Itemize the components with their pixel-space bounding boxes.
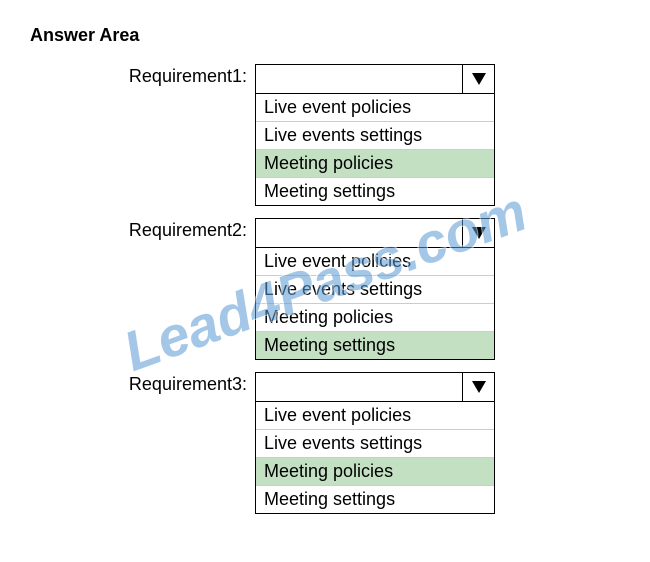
chevron-down-icon[interactable] — [462, 219, 494, 247]
chevron-down-icon[interactable] — [462, 65, 494, 93]
dropdown-header[interactable] — [255, 64, 495, 94]
requirement-block-2: Requirement2: Live event policies Live e… — [110, 218, 620, 360]
dropdown-1: Live event policies Live events settings… — [255, 64, 495, 206]
chevron-down-icon[interactable] — [462, 373, 494, 401]
dropdown-option[interactable]: Live events settings — [256, 276, 494, 304]
dropdown-option[interactable]: Live event policies — [256, 402, 494, 430]
dropdown-2: Live event policies Live events settings… — [255, 218, 495, 360]
dropdown-option[interactable]: Live event policies — [256, 94, 494, 122]
dropdown-list: Live event policies Live events settings… — [255, 248, 495, 360]
dropdown-option[interactable]: Meeting settings — [256, 486, 494, 513]
dropdown-header[interactable] — [255, 372, 495, 402]
dropdown-option[interactable]: Meeting settings — [256, 332, 494, 359]
dropdown-option[interactable]: Live event policies — [256, 248, 494, 276]
dropdown-option[interactable]: Meeting policies — [256, 458, 494, 486]
requirement-label: Requirement2: — [110, 218, 255, 241]
dropdown-header[interactable] — [255, 218, 495, 248]
requirement-block-1: Requirement1: Live event policies Live e… — [110, 64, 620, 206]
dropdown-selected-value — [256, 65, 462, 93]
dropdown-list: Live event policies Live events settings… — [255, 94, 495, 206]
requirement-label: Requirement1: — [110, 64, 255, 87]
dropdown-option[interactable]: Live events settings — [256, 122, 494, 150]
dropdown-3: Live event policies Live events settings… — [255, 372, 495, 514]
dropdown-option[interactable]: Meeting policies — [256, 304, 494, 332]
dropdown-option[interactable]: Meeting settings — [256, 178, 494, 205]
page-title: Answer Area — [30, 25, 620, 46]
dropdown-option[interactable]: Live events settings — [256, 430, 494, 458]
requirement-block-3: Requirement3: Live event policies Live e… — [110, 372, 620, 514]
dropdown-option[interactable]: Meeting policies — [256, 150, 494, 178]
dropdown-selected-value — [256, 373, 462, 401]
requirement-label: Requirement3: — [110, 372, 255, 395]
dropdown-list: Live event policies Live events settings… — [255, 402, 495, 514]
dropdown-selected-value — [256, 219, 462, 247]
